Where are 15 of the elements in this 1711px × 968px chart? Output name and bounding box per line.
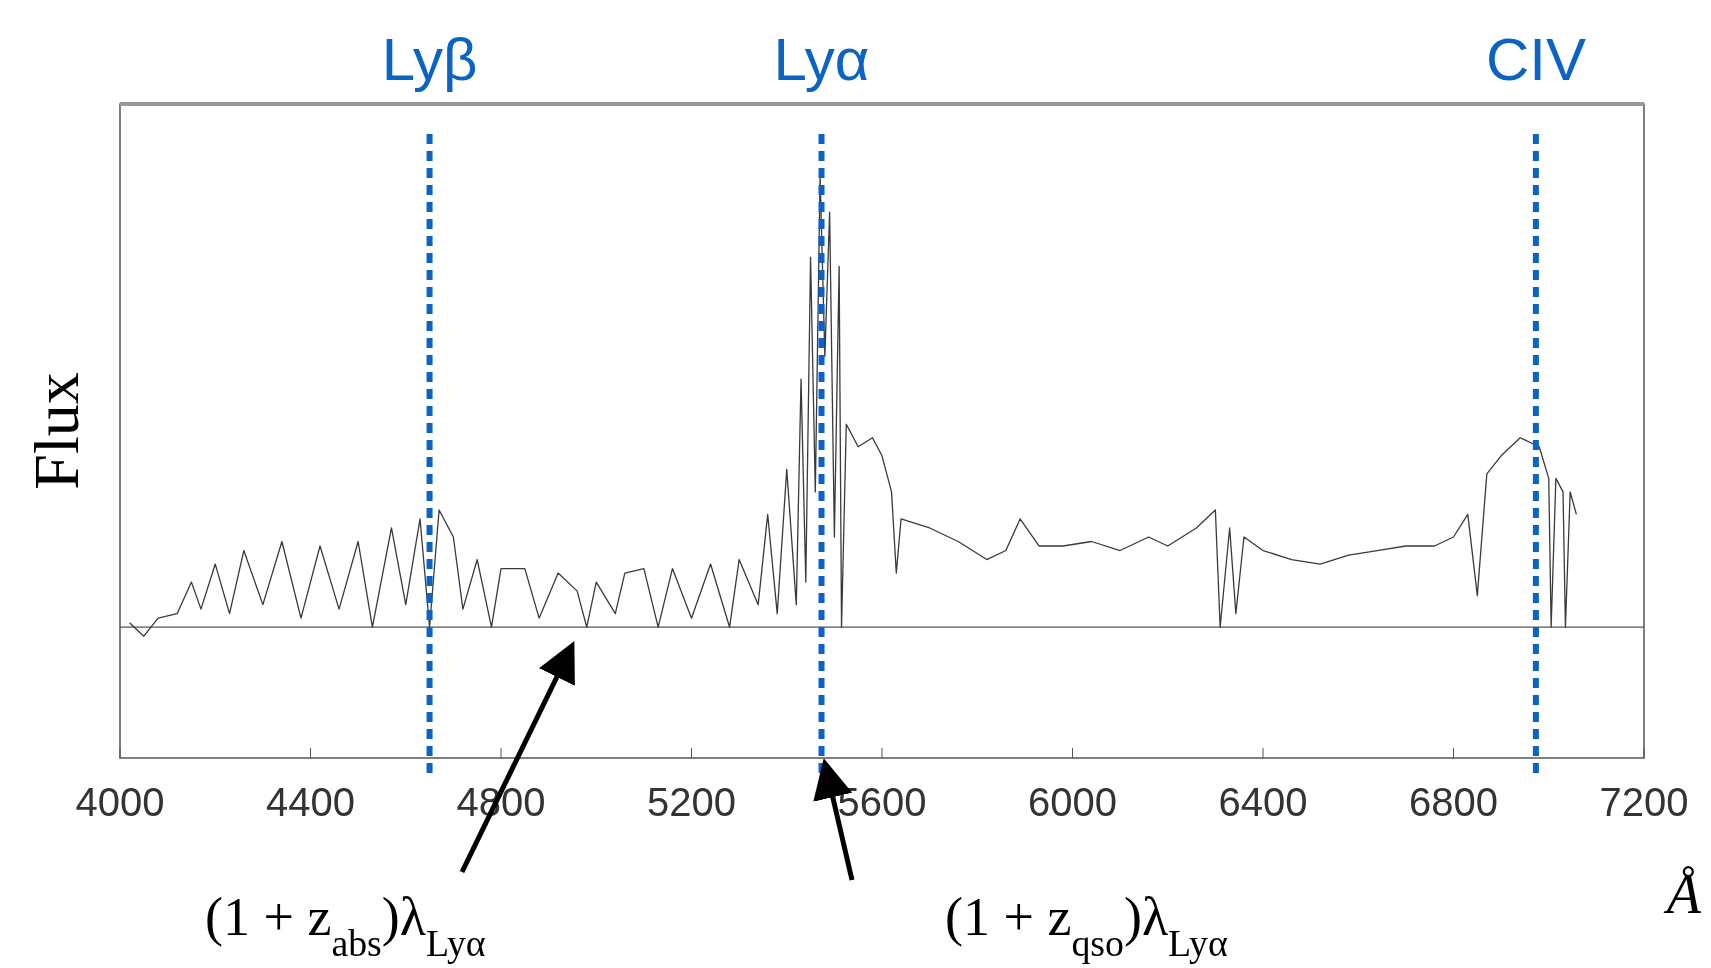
text: (1 + z$_{qso}$)λ$_{Lyα}$ — [945, 887, 1228, 964]
ref-line-label: Lyα — [773, 26, 870, 93]
y-axis-title: Flux — [21, 372, 92, 490]
x-tick-label: 7200 — [1599, 780, 1689, 824]
x-tick-label: 6000 — [1028, 780, 1117, 824]
x-tick-label: 5200 — [647, 780, 736, 824]
x-tick-label: 6800 — [1409, 780, 1498, 824]
x-tick-label: 6400 — [1218, 780, 1308, 824]
x-tick-label: 4000 — [75, 780, 165, 824]
x-axis-title: Å — [1662, 863, 1702, 925]
ref-line-label: Lyβ — [381, 26, 478, 93]
x-tick-label: 4400 — [266, 780, 355, 824]
text: (1 + z$_{abs}$)λ$_{Lyα}$ — [205, 887, 486, 964]
ref-line-label: CIV — [1485, 26, 1586, 93]
x-tick-label: 5600 — [837, 780, 927, 824]
